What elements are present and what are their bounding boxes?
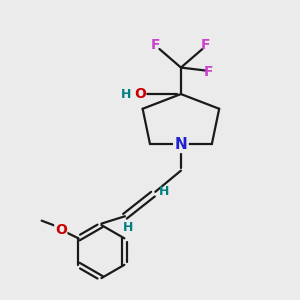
Text: H: H xyxy=(159,185,169,198)
Text: H: H xyxy=(121,88,132,100)
Text: F: F xyxy=(151,38,160,52)
Text: N: N xyxy=(175,136,187,152)
Text: F: F xyxy=(201,38,211,52)
Text: O: O xyxy=(55,223,67,236)
Text: F: F xyxy=(204,65,214,79)
Text: O: O xyxy=(134,87,146,101)
Text: H: H xyxy=(123,221,133,234)
